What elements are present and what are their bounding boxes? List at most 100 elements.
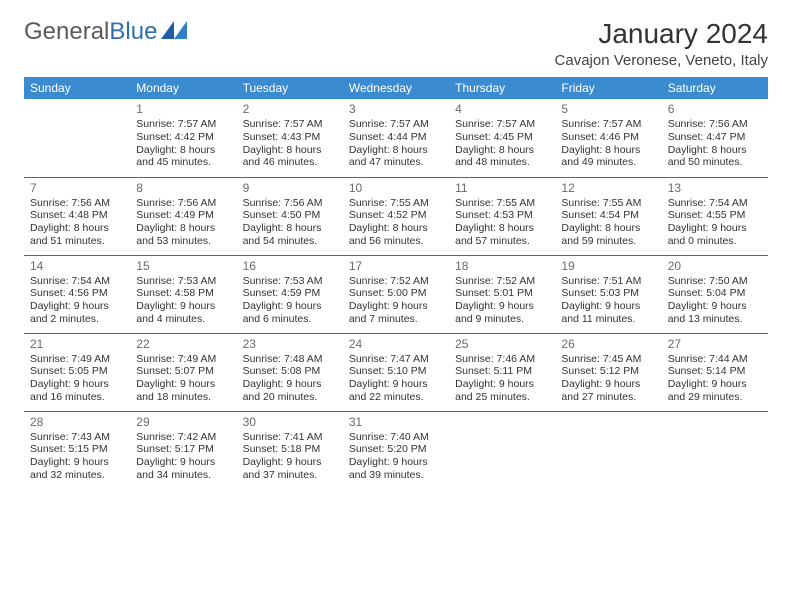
daylight-text: Daylight: 8 hours <box>30 222 124 235</box>
daylight-text: and 9 minutes. <box>455 313 549 326</box>
day-number: 5 <box>561 102 655 116</box>
sunset-text: Sunset: 5:17 PM <box>136 443 230 456</box>
day-number: 3 <box>349 102 443 116</box>
daylight-text: Daylight: 9 hours <box>243 300 337 313</box>
sunset-text: Sunset: 5:07 PM <box>136 365 230 378</box>
daylight-text: Daylight: 9 hours <box>243 456 337 469</box>
daylight-text: and 11 minutes. <box>561 313 655 326</box>
daylight-text: Daylight: 9 hours <box>349 378 443 391</box>
sunrise-text: Sunrise: 7:50 AM <box>668 275 762 288</box>
sunset-text: Sunset: 5:01 PM <box>455 287 549 300</box>
calendar-week-row: 21Sunrise: 7:49 AMSunset: 5:05 PMDayligh… <box>24 333 768 411</box>
sunrise-text: Sunrise: 7:56 AM <box>243 197 337 210</box>
calendar-day-cell: 2Sunrise: 7:57 AMSunset: 4:43 PMDaylight… <box>237 99 343 177</box>
daylight-text: and 4 minutes. <box>136 313 230 326</box>
calendar-day-cell: . <box>555 411 661 489</box>
sunset-text: Sunset: 4:47 PM <box>668 131 762 144</box>
day-header: Sunday <box>24 77 130 99</box>
sunrise-text: Sunrise: 7:51 AM <box>561 275 655 288</box>
calendar-day-cell: 13Sunrise: 7:54 AMSunset: 4:55 PMDayligh… <box>662 177 768 255</box>
page-title: January 2024 <box>555 18 768 50</box>
sunrise-text: Sunrise: 7:43 AM <box>30 431 124 444</box>
calendar-table: Sunday Monday Tuesday Wednesday Thursday… <box>24 77 768 489</box>
sunrise-text: Sunrise: 7:41 AM <box>243 431 337 444</box>
daylight-text: Daylight: 8 hours <box>243 144 337 157</box>
sunrise-text: Sunrise: 7:45 AM <box>561 353 655 366</box>
day-number: 12 <box>561 181 655 195</box>
daylight-text: and 57 minutes. <box>455 235 549 248</box>
calendar-day-cell: 14Sunrise: 7:54 AMSunset: 4:56 PMDayligh… <box>24 255 130 333</box>
sunset-text: Sunset: 4:48 PM <box>30 209 124 222</box>
sunset-text: Sunset: 5:11 PM <box>455 365 549 378</box>
sunrise-text: Sunrise: 7:54 AM <box>30 275 124 288</box>
sunset-text: Sunset: 5:18 PM <box>243 443 337 456</box>
sunset-text: Sunset: 5:10 PM <box>349 365 443 378</box>
calendar-day-cell: 16Sunrise: 7:53 AMSunset: 4:59 PMDayligh… <box>237 255 343 333</box>
daylight-text: and 25 minutes. <box>455 391 549 404</box>
sunrise-text: Sunrise: 7:53 AM <box>136 275 230 288</box>
day-header: Friday <box>555 77 661 99</box>
calendar-day-cell: 25 Sunrise: 7:46 AMSunset: 5:11 PMDayligh… <box>449 333 555 411</box>
calendar-day-cell: 1Sunrise: 7:57 AMSunset: 4:42 PMDaylight… <box>130 99 236 177</box>
calendar-day-cell: 3Sunrise: 7:57 AMSunset: 4:44 PMDaylight… <box>343 99 449 177</box>
day-number: 25 <box>455 337 549 351</box>
daylight-text: Daylight: 9 hours <box>455 378 549 391</box>
day-number: 23 <box>243 337 337 351</box>
flag-icon <box>161 18 187 46</box>
daylight-text: and 16 minutes. <box>30 391 124 404</box>
sunrise-text: Sunrise: 7:55 AM <box>455 197 549 210</box>
calendar-day-cell: 23Sunrise: 7:48 AMSunset: 5:08 PMDayligh… <box>237 333 343 411</box>
sunrise-text: Sunrise: 7:46 AM <box>455 353 549 366</box>
calendar-day-cell: 8Sunrise: 7:56 AMSunset: 4:49 PMDaylight… <box>130 177 236 255</box>
sunrise-text: Sunrise: 7:55 AM <box>349 197 443 210</box>
sunrise-text: Sunrise: 7:49 AM <box>136 353 230 366</box>
brand-part1: General <box>24 18 109 46</box>
sunset-text: Sunset: 4:54 PM <box>561 209 655 222</box>
daylight-text: and 34 minutes. <box>136 469 230 482</box>
calendar-page: GeneralBlue January 2024 Cavajon Verones… <box>0 0 792 507</box>
sunrise-text: Sunrise: 7:57 AM <box>243 118 337 131</box>
sunrise-text: Sunrise: 7:57 AM <box>136 118 230 131</box>
sunset-text: Sunset: 4:49 PM <box>136 209 230 222</box>
daylight-text: Daylight: 8 hours <box>349 144 443 157</box>
sunset-text: Sunset: 5:03 PM <box>561 287 655 300</box>
sunset-text: Sunset: 5:14 PM <box>668 365 762 378</box>
day-header: Thursday <box>449 77 555 99</box>
daylight-text: and 47 minutes. <box>349 156 443 169</box>
sunset-text: Sunset: 5:15 PM <box>30 443 124 456</box>
calendar-day-cell: 17Sunrise: 7:52 AMSunset: 5:00 PMDayligh… <box>343 255 449 333</box>
day-header: Saturday <box>662 77 768 99</box>
daylight-text: Daylight: 9 hours <box>30 300 124 313</box>
day-number: 28 <box>30 415 124 429</box>
day-number: 27 <box>668 337 762 351</box>
daylight-text: Daylight: 8 hours <box>243 222 337 235</box>
daylight-text: Daylight: 9 hours <box>243 378 337 391</box>
daylight-text: and 0 minutes. <box>668 235 762 248</box>
daylight-text: Daylight: 9 hours <box>561 378 655 391</box>
calendar-day-cell: 29Sunrise: 7:42 AMSunset: 5:17 PMDayligh… <box>130 411 236 489</box>
sunrise-text: Sunrise: 7:56 AM <box>136 197 230 210</box>
calendar-day-cell: 7Sunrise: 7:56 AMSunset: 4:48 PMDaylight… <box>24 177 130 255</box>
day-number: 10 <box>349 181 443 195</box>
day-header: Monday <box>130 77 236 99</box>
daylight-text: and 54 minutes. <box>243 235 337 248</box>
sunset-text: Sunset: 4:58 PM <box>136 287 230 300</box>
daylight-text: Daylight: 9 hours <box>136 300 230 313</box>
day-number: 16 <box>243 259 337 273</box>
sunrise-text: Sunrise: 7:48 AM <box>243 353 337 366</box>
day-number: 4 <box>455 102 549 116</box>
sunset-text: Sunset: 4:45 PM <box>455 131 549 144</box>
calendar-day-cell: 15Sunrise: 7:53 AMSunset: 4:58 PMDayligh… <box>130 255 236 333</box>
sunset-text: Sunset: 4:55 PM <box>668 209 762 222</box>
daylight-text: Daylight: 9 hours <box>668 300 762 313</box>
sunrise-text: Sunrise: 7:57 AM <box>349 118 443 131</box>
calendar-day-cell: 26Sunrise: 7:45 AMSunset: 5:12 PMDayligh… <box>555 333 661 411</box>
daylight-text: Daylight: 9 hours <box>668 378 762 391</box>
daylight-text: Daylight: 8 hours <box>136 144 230 157</box>
daylight-text: and 29 minutes. <box>668 391 762 404</box>
daylight-text: Daylight: 9 hours <box>349 456 443 469</box>
day-number: 8 <box>136 181 230 195</box>
calendar-day-cell: 20Sunrise: 7:50 AMSunset: 5:04 PMDayligh… <box>662 255 768 333</box>
calendar-week-row: 28 Sunrise: 7:43 AMSunset: 5:15 PM Dayligh… <box>24 411 768 489</box>
day-number: 30 <box>243 415 337 429</box>
